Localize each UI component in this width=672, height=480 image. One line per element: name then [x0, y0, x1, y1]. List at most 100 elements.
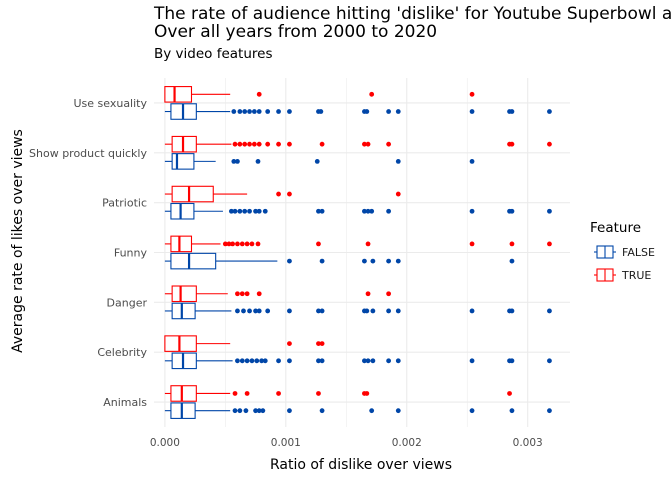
- chart-title-line2: Over all years from 2000 to 2020: [154, 22, 438, 42]
- outlier-point-false: [319, 208, 325, 214]
- outlier-point-false: [287, 358, 292, 364]
- outlier-point-true: [287, 141, 292, 147]
- outlier-point-true: [247, 141, 252, 147]
- outlier-point-false: [386, 358, 392, 364]
- outlier-point-false: [395, 408, 401, 414]
- outlier-point-true: [222, 241, 228, 247]
- outlier-point-true: [362, 141, 367, 147]
- box-true: [164, 86, 193, 103]
- outlier-point-false: [316, 208, 321, 214]
- y-tick-label: Celebrity: [97, 346, 147, 359]
- outlier-point-false: [547, 408, 552, 414]
- outlier-point-false: [251, 109, 257, 114]
- box-true: [171, 135, 197, 153]
- outlier-point-true: [256, 91, 262, 97]
- outlier-point-true: [287, 191, 292, 197]
- outlier-point-false: [386, 109, 392, 114]
- legend-label-false: FALSE: [622, 246, 655, 259]
- chart-title: The rate of audience hitting 'dislike' f…: [154, 4, 672, 24]
- outlier-point-false: [314, 158, 320, 164]
- box-false: [171, 302, 196, 320]
- outlier-point-false: [232, 408, 238, 414]
- outlier-point-false: [395, 109, 401, 114]
- outlier-point-false: [547, 358, 552, 364]
- outlier-point-true: [547, 141, 552, 147]
- outlier-point-true: [364, 391, 370, 396]
- outlier-point-false: [369, 408, 375, 414]
- outlier-point-false: [287, 109, 292, 114]
- box-true: [164, 335, 197, 352]
- outlier-point-false: [287, 408, 292, 414]
- outlier-point-false: [318, 109, 324, 114]
- outlier-point-false: [256, 308, 262, 314]
- y-tick-label: Animals: [103, 396, 147, 409]
- outlier-point-true: [509, 241, 515, 247]
- outlier-point-false: [509, 358, 515, 364]
- outlier-point-false: [237, 208, 243, 214]
- outlier-point-true: [547, 241, 552, 247]
- y-tick-label: Show product quickly: [29, 147, 147, 160]
- outlier-point-false: [364, 109, 370, 114]
- box-false: [170, 202, 195, 220]
- outlier-point-false: [316, 308, 321, 314]
- outlier-point-false: [469, 208, 475, 214]
- x-tick-label: 0.000: [150, 437, 180, 449]
- outlier-point-false: [276, 109, 281, 114]
- outlier-point-true: [509, 141, 515, 147]
- outlier-point-false: [237, 408, 243, 414]
- outlier-point-false: [259, 358, 265, 364]
- box-true: [171, 185, 214, 203]
- x-tick-label: 0.003: [513, 437, 543, 449]
- outlier-point-false: [370, 258, 376, 264]
- outlier-point-false: [469, 158, 475, 164]
- outlier-point-false: [362, 358, 367, 364]
- y-tick-label: Use sexuality: [73, 97, 147, 110]
- outlier-point-false: [243, 408, 249, 414]
- outlier-point-false: [241, 308, 246, 314]
- outlier-point-false: [237, 109, 243, 114]
- outlier-point-false: [509, 109, 515, 114]
- outlier-point-true: [365, 241, 371, 247]
- outlier-point-false: [276, 358, 281, 364]
- outlier-point-true: [386, 141, 392, 147]
- outlier-point-false: [247, 308, 252, 314]
- outlier-point-true: [469, 91, 475, 97]
- legend-label-true: TRUE: [622, 269, 652, 282]
- outlier-point-true: [395, 191, 401, 197]
- outlier-point-true: [365, 141, 371, 147]
- outlier-point-false: [316, 358, 321, 364]
- x-tick-label: 0.002: [392, 437, 422, 449]
- outlier-point-false: [319, 358, 325, 364]
- outlier-point-false: [265, 109, 271, 114]
- outlier-point-true: [235, 291, 240, 297]
- outlier-point-false: [256, 109, 262, 114]
- outlier-point-false: [509, 258, 515, 264]
- outlier-point-true: [256, 291, 262, 297]
- outlier-point-true: [230, 241, 236, 247]
- outlier-point-false: [287, 258, 292, 264]
- outlier-point-false: [231, 109, 237, 114]
- box-false: [171, 352, 197, 370]
- outlier-point-false: [253, 308, 258, 314]
- outlier-point-false: [469, 408, 475, 414]
- outlier-point-true: [316, 391, 321, 396]
- outlier-point-true: [265, 141, 271, 147]
- outlier-point-false: [256, 408, 262, 414]
- outlier-point-true: [276, 191, 281, 197]
- outlier-point-false: [287, 308, 292, 314]
- outlier-point-false: [262, 208, 268, 214]
- outlier-point-false: [362, 208, 367, 214]
- chart-subtitle: By video features: [154, 46, 273, 62]
- outlier-point-true: [239, 241, 245, 247]
- outlier-point-false: [319, 258, 325, 264]
- outlier-point-true: [255, 241, 261, 247]
- legend-title: Feature: [590, 220, 642, 236]
- outlier-point-false: [319, 308, 325, 314]
- outlier-point-true: [226, 241, 232, 247]
- outlier-point-true: [244, 291, 250, 297]
- outlier-point-true: [251, 141, 257, 147]
- outlier-point-true: [232, 391, 238, 396]
- box-true: [171, 285, 197, 303]
- outlier-point-true: [507, 391, 512, 396]
